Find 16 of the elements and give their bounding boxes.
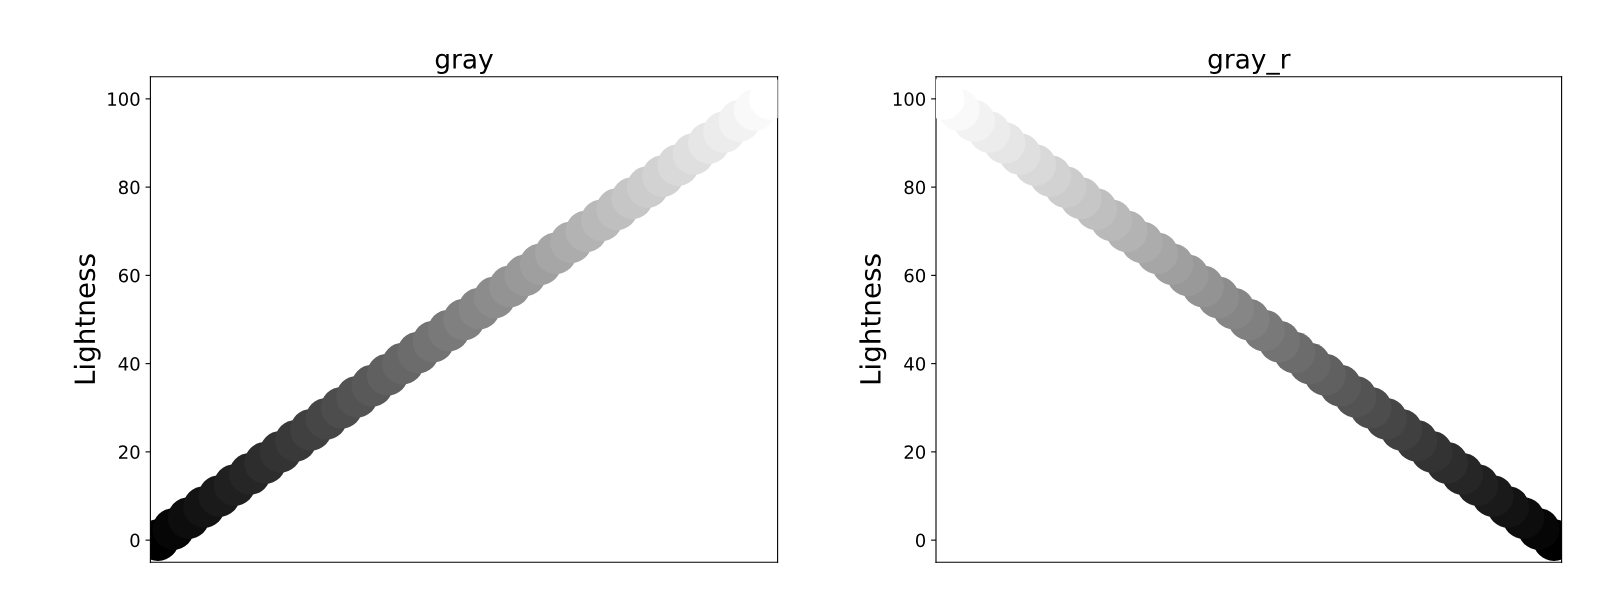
y-tick-label: 20 xyxy=(119,445,140,459)
y-tick-label: 100 xyxy=(893,92,926,106)
y-tick-label: 60 xyxy=(118,268,140,283)
y-tick-label: 100 xyxy=(108,92,140,106)
chart-title: gray_r xyxy=(1208,53,1291,75)
y-tick-label: 0 xyxy=(130,533,140,548)
y-tick-label: 80 xyxy=(904,180,926,195)
y-tick-label: 60 xyxy=(904,268,926,283)
chart-title: gray xyxy=(435,53,493,74)
y-tick-label: 40 xyxy=(904,357,926,371)
y-axis-title: Lightness xyxy=(859,254,887,384)
y-tick-label: 0 xyxy=(915,533,926,548)
y-axis-title: Lightness xyxy=(73,254,101,384)
y-tick-label: 80 xyxy=(118,180,140,195)
y-tick-label: 40 xyxy=(118,357,140,371)
y-tick-label: 20 xyxy=(904,445,926,459)
